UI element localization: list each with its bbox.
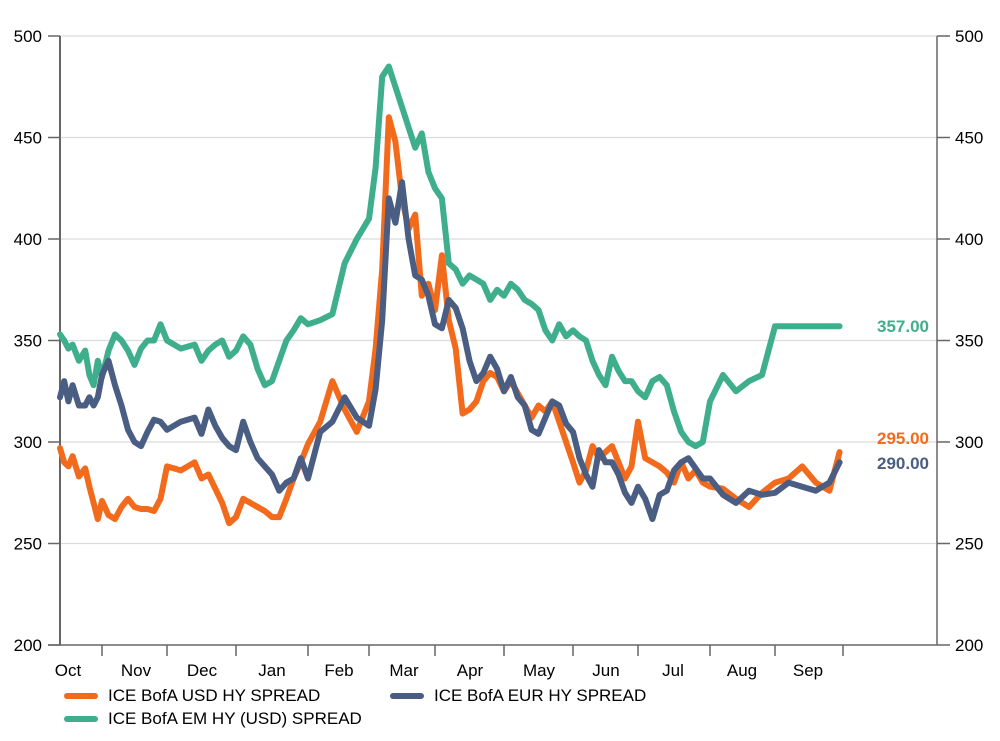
series-lines xyxy=(57,63,843,527)
end-label-em-hy: 357.00 xyxy=(877,317,929,336)
y-tick-label-left: 400 xyxy=(14,230,42,249)
y-tick-label-left: 450 xyxy=(14,129,42,148)
end-label-usd-hy: 295.00 xyxy=(877,429,929,448)
y-tick-label-right: 400 xyxy=(955,230,983,249)
gridlines xyxy=(60,35,937,545)
x-tick-label-oct: Oct xyxy=(55,661,82,680)
series-line-em-hy xyxy=(57,63,843,450)
y-tick-label-left: 300 xyxy=(14,433,42,452)
x-tick-label-sep: Sep xyxy=(793,661,823,680)
x-tick-label-nov: Nov xyxy=(121,661,152,680)
x-tick-label-mar: Mar xyxy=(389,661,419,680)
y-tick-label-right: 200 xyxy=(955,636,983,655)
x-tick-label-jul: Jul xyxy=(662,661,684,680)
legend-swatch-eur-hy xyxy=(390,693,424,699)
y-tick-label-right: 450 xyxy=(955,129,983,148)
y-tick-label-right: 250 xyxy=(955,535,983,554)
y-tick-label-left: 350 xyxy=(14,332,42,351)
series-line-usd-hy xyxy=(57,114,843,527)
x-tick-label-may: May xyxy=(523,661,556,680)
legend-item-usd-hy: ICE BofA USD HY SPREAD xyxy=(64,686,320,706)
legend-item-eur-hy: ICE BofA EUR HY SPREAD xyxy=(390,686,646,706)
legend-item-em-hy: ICE BofA EM HY (USD) SPREAD xyxy=(64,709,362,729)
y-tick-label-right: 350 xyxy=(955,332,983,351)
x-axis-ticks: Oct Nov Dec Jan Feb Mar Apr May Jun Jul Aug Sep xyxy=(55,645,844,680)
end-label-eur-hy: 290.00 xyxy=(877,454,929,473)
y-tick-label-left: 250 xyxy=(14,535,42,554)
legend-label-usd-hy: ICE BofA USD HY SPREAD xyxy=(108,686,321,705)
legend-swatch-usd-hy xyxy=(64,693,98,699)
x-tick-label-jan: Jan xyxy=(258,661,285,680)
legend-swatch-em-hy xyxy=(64,716,98,722)
x-tick-label-apr: Apr xyxy=(457,661,484,680)
y-axis-ticks: 200 200 250 250 300 300 350 350 400 400 450 450 500 5… xyxy=(14,27,984,655)
series-line-eur-hy xyxy=(57,179,843,523)
x-tick-label-dec: Dec xyxy=(187,661,218,680)
end-labels: 295.00 290.00 357.00 xyxy=(877,317,929,473)
x-tick-label-jun: Jun xyxy=(592,661,619,680)
y-tick-label-left: 500 xyxy=(14,27,42,46)
y-tick-label-right: 500 xyxy=(955,27,983,46)
y-tick-label-right: 300 xyxy=(955,433,983,452)
legend-label-em-hy: ICE BofA EM HY (USD) SPREAD xyxy=(108,709,362,728)
x-tick-label-aug: Aug xyxy=(727,661,757,680)
x-tick-label-feb: Feb xyxy=(324,661,353,680)
y-tick-label-left: 200 xyxy=(14,636,42,655)
legend-label-eur-hy: ICE BofA EUR HY SPREAD xyxy=(434,686,647,705)
